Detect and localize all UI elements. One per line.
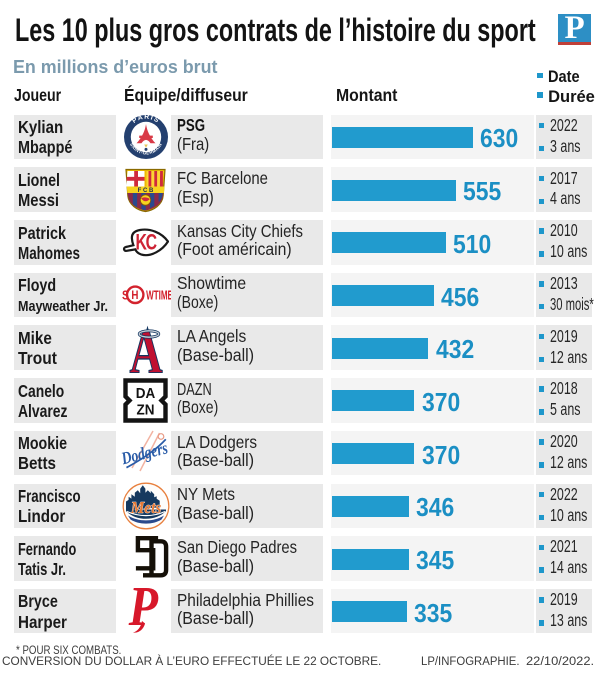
svg-text:H: H — [131, 289, 138, 302]
svg-text:P: P — [127, 586, 158, 636]
svg-text:DA: DA — [136, 385, 155, 402]
svg-text:KC: KC — [136, 231, 158, 255]
svg-text:Mets: Mets — [129, 499, 161, 517]
svg-text:S: S — [121, 289, 128, 302]
svg-text:WTIME: WTIME — [146, 288, 171, 302]
svg-text:F C B: F C B — [138, 188, 154, 194]
svg-text:PARIS: PARIS — [131, 114, 161, 125]
svg-text:ZN: ZN — [137, 401, 155, 418]
